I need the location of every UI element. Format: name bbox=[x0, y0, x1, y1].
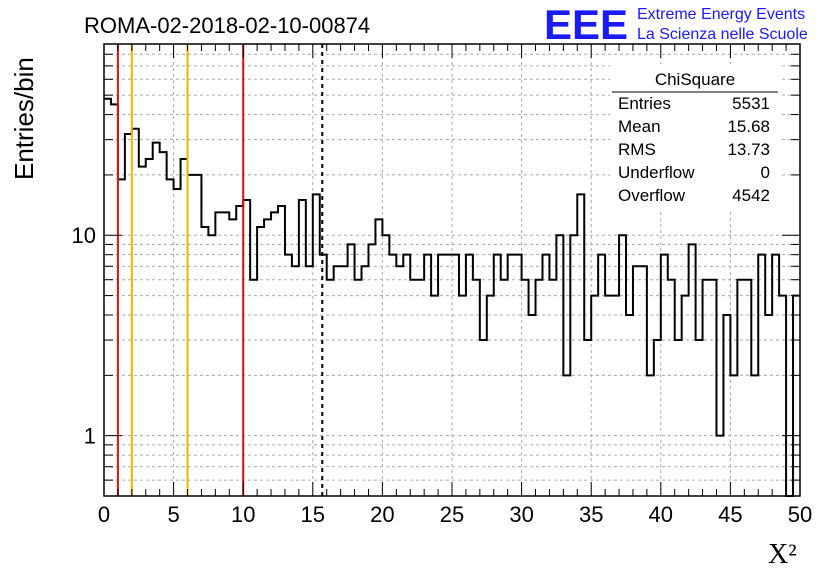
x-tick-label: 30 bbox=[509, 502, 533, 527]
stats-rows: Entries 5531 Mean 15.68 RMS 13.73 Underflow 0 Ov… bbox=[618, 94, 770, 205]
stats-title: ChiSquare bbox=[655, 70, 735, 89]
x-tick-label: 35 bbox=[579, 502, 603, 527]
stats-label: Overflow bbox=[618, 186, 686, 205]
logo: EEE Extreme Energy Events La Scienza nel… bbox=[544, 1, 808, 48]
reference-lines bbox=[116, 44, 324, 496]
y-tick-label: 1 bbox=[84, 424, 96, 449]
stats-value: 15.68 bbox=[727, 117, 770, 136]
y-axis-title: Entries/bin bbox=[9, 57, 39, 180]
stats-box-background bbox=[610, 64, 780, 210]
stats-label: Underflow bbox=[618, 163, 695, 182]
logo-line-2: La Scienza nelle Scuole bbox=[637, 26, 808, 43]
x-tick-label: 40 bbox=[649, 502, 673, 527]
stats-value: 0 bbox=[761, 163, 770, 182]
x-tick-label: 15 bbox=[301, 502, 325, 527]
chart-title: ROMA-02-2018-02-10-00874 bbox=[84, 13, 370, 38]
logo-line-1: Extreme Energy Events bbox=[637, 6, 805, 23]
x-tick-label: 5 bbox=[167, 502, 179, 527]
x-tick-label: 0 bbox=[98, 502, 110, 527]
x-tick-label: 10 bbox=[231, 502, 255, 527]
x-axis-title: X² bbox=[768, 539, 797, 570]
stats-value: 4542 bbox=[732, 186, 770, 205]
tick-labels: 0 5 10 15 20 25 30 35 40 45 50 1 10 bbox=[72, 223, 813, 527]
x-tick-label: 50 bbox=[788, 502, 812, 527]
stats-label: RMS bbox=[618, 140, 656, 159]
histogram-outline bbox=[104, 97, 800, 497]
stats-label: Entries bbox=[618, 94, 671, 113]
y-tick-label: 10 bbox=[72, 223, 96, 248]
histogram bbox=[104, 97, 800, 497]
x-tick-label: 45 bbox=[718, 502, 742, 527]
logo-mark: EEE bbox=[544, 1, 628, 48]
stats-value: 5531 bbox=[732, 94, 770, 113]
stats-value: 13.73 bbox=[727, 140, 770, 159]
stats-box: ChiSquare Entries 5531 Mean 15.68 RMS 13.73 Un… bbox=[610, 64, 780, 210]
x-tick-label: 25 bbox=[440, 502, 464, 527]
x-tick-label: 20 bbox=[370, 502, 394, 527]
stats-label: Mean bbox=[618, 117, 661, 136]
axis-ticks bbox=[103, 43, 801, 497]
